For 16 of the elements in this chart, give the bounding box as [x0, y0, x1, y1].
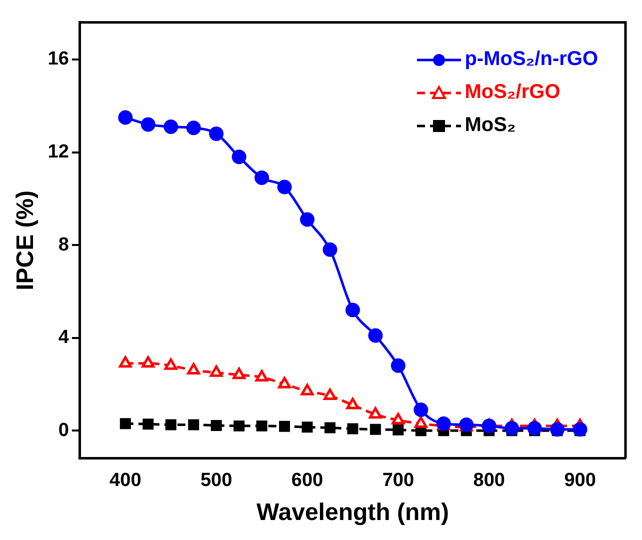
- x-tick-label: 400: [110, 470, 142, 492]
- y-tick-label: 16: [48, 48, 69, 70]
- x-tick-label: 700: [382, 470, 414, 492]
- y-tick-label: 8: [58, 234, 69, 256]
- y-tick-label: 4: [58, 327, 70, 348]
- x-tick-label: 900: [564, 470, 596, 492]
- y-axis-title: IPCE (%): [12, 190, 40, 290]
- x-tick-label: 600: [291, 470, 324, 492]
- x-tick-label: 800: [473, 470, 505, 492]
- y-tick-label: 0: [58, 420, 69, 441]
- legend-label: MoS₂/rGO: [464, 81, 560, 104]
- y-tick-label: 12: [48, 142, 69, 163]
- legend-label: p-MoS₂/n-rGO: [464, 48, 598, 71]
- x-axis-title: Wavelength (nm): [256, 499, 449, 526]
- legend-label: MoS₂: [464, 114, 516, 137]
- x-tick-label: 500: [200, 470, 232, 492]
